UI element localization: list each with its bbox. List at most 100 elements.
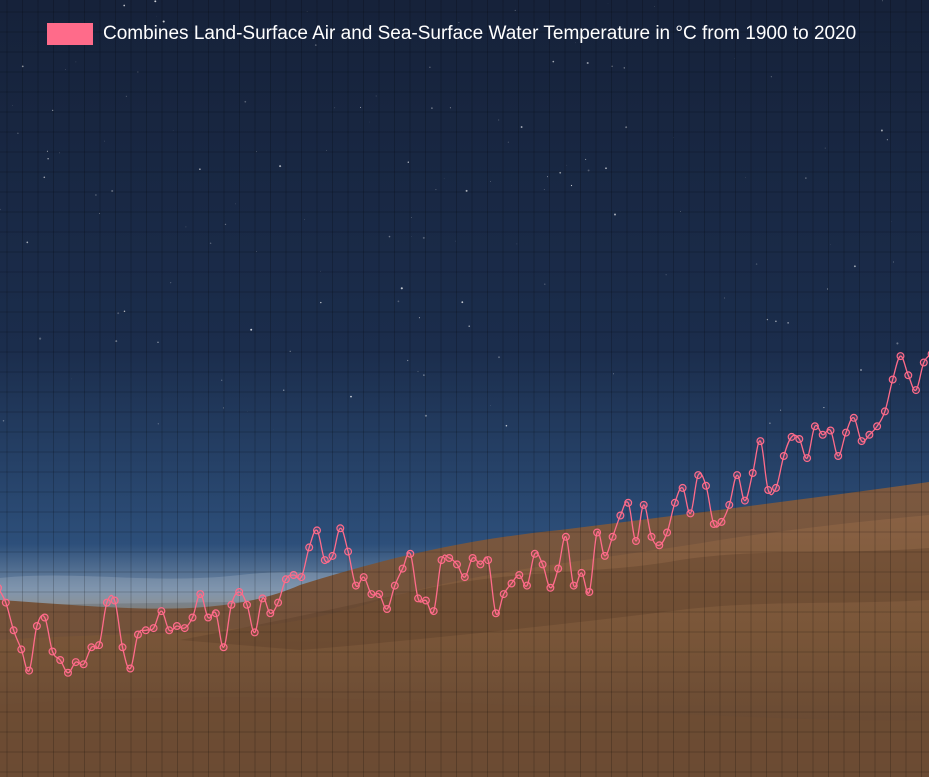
- data-point[interactable]: [172, 621, 181, 630]
- data-point[interactable]: [359, 573, 368, 582]
- data-point[interactable]: [313, 526, 322, 535]
- data-point[interactable]: [740, 496, 749, 505]
- data-point[interactable]: [102, 598, 111, 607]
- data-point[interactable]: [538, 560, 547, 569]
- data-point[interactable]: [118, 643, 127, 652]
- data-point[interactable]: [764, 486, 773, 495]
- data-point[interactable]: [491, 609, 500, 618]
- data-point[interactable]: [717, 517, 726, 526]
- data-point[interactable]: [771, 483, 780, 492]
- data-point[interactable]: [647, 532, 656, 541]
- data-point[interactable]: [421, 596, 430, 605]
- data-point[interactable]: [834, 452, 843, 461]
- data-point[interactable]: [803, 454, 812, 463]
- data-point[interactable]: [865, 430, 874, 439]
- data-point[interactable]: [460, 573, 469, 582]
- data-point[interactable]: [437, 556, 446, 565]
- data-point[interactable]: [134, 630, 143, 639]
- data-point[interactable]: [515, 570, 524, 579]
- data-point[interactable]: [406, 549, 415, 558]
- data-point[interactable]: [694, 471, 703, 480]
- data-point[interactable]: [219, 643, 228, 652]
- data-point[interactable]: [63, 668, 72, 677]
- data-point[interactable]: [328, 551, 337, 560]
- data-point[interactable]: [165, 626, 174, 635]
- data-point[interactable]: [390, 581, 399, 590]
- data-point[interactable]: [655, 541, 664, 550]
- data-point[interactable]: [211, 609, 220, 618]
- data-point[interactable]: [857, 437, 866, 446]
- data-point[interactable]: [888, 375, 897, 384]
- data-point[interactable]: [398, 564, 407, 573]
- data-point[interactable]: [546, 583, 555, 592]
- data-point[interactable]: [577, 568, 586, 577]
- data-point[interactable]: [873, 422, 882, 431]
- data-point[interactable]: [9, 626, 18, 635]
- data-point[interactable]: [911, 386, 920, 395]
- data-point[interactable]: [243, 600, 252, 609]
- data-point[interactable]: [25, 666, 34, 675]
- data-point[interactable]: [71, 658, 80, 667]
- data-point[interactable]: [320, 556, 329, 565]
- data-point[interactable]: [141, 626, 150, 635]
- data-point[interactable]: [670, 498, 679, 507]
- data-point[interactable]: [453, 560, 462, 569]
- data-point[interactable]: [709, 519, 718, 528]
- data-point[interactable]: [336, 524, 345, 533]
- data-point[interactable]: [56, 655, 65, 664]
- data-point[interactable]: [375, 590, 384, 599]
- data-point[interactable]: [507, 579, 516, 588]
- data-point[interactable]: [445, 553, 454, 562]
- data-point[interactable]: [281, 575, 290, 584]
- data-point[interactable]: [0, 584, 2, 592]
- data-point[interactable]: [32, 621, 41, 630]
- data-point[interactable]: [79, 660, 88, 669]
- data-point[interactable]: [297, 573, 306, 582]
- data-point[interactable]: [235, 587, 244, 596]
- data-point[interactable]: [795, 435, 804, 444]
- data-point[interactable]: [593, 528, 602, 537]
- data-point[interactable]: [227, 600, 236, 609]
- data-point[interactable]: [180, 624, 189, 633]
- data-point[interactable]: [779, 452, 788, 461]
- data-point[interactable]: [663, 528, 672, 537]
- data-point[interactable]: [841, 428, 850, 437]
- data-point[interactable]: [149, 624, 158, 633]
- data-point[interactable]: [639, 500, 648, 509]
- data-point[interactable]: [624, 498, 633, 507]
- data-point[interactable]: [204, 613, 213, 622]
- data-point[interactable]: [554, 564, 563, 573]
- data-point[interactable]: [95, 641, 104, 650]
- data-point[interactable]: [787, 432, 796, 441]
- data-point[interactable]: [522, 581, 531, 590]
- data-point[interactable]: [748, 469, 757, 478]
- data-point[interactable]: [126, 664, 135, 673]
- data-point[interactable]: [1, 598, 10, 607]
- data-point[interactable]: [266, 609, 275, 618]
- data-point[interactable]: [880, 407, 889, 416]
- data-point[interactable]: [919, 358, 928, 367]
- data-point[interactable]: [476, 560, 485, 569]
- data-point[interactable]: [188, 613, 197, 622]
- data-point[interactable]: [468, 553, 477, 562]
- data-point[interactable]: [733, 471, 742, 480]
- data-point[interactable]: [756, 437, 765, 446]
- data-point[interactable]: [826, 426, 835, 435]
- data-point[interactable]: [849, 413, 858, 422]
- data-point[interactable]: [904, 371, 913, 380]
- data-point[interactable]: [678, 483, 687, 492]
- data-point[interactable]: [530, 549, 539, 558]
- data-point[interactable]: [484, 556, 493, 565]
- data-point[interactable]: [258, 594, 267, 603]
- data-point[interactable]: [40, 613, 49, 622]
- data-point[interactable]: [250, 628, 259, 637]
- data-point[interactable]: [274, 598, 283, 607]
- data-point[interactable]: [157, 607, 166, 616]
- data-point[interactable]: [631, 536, 640, 545]
- data-point[interactable]: [414, 594, 423, 603]
- data-point[interactable]: [585, 587, 594, 596]
- data-point[interactable]: [569, 581, 578, 590]
- data-point[interactable]: [48, 647, 57, 656]
- data-point[interactable]: [87, 643, 96, 652]
- data-point[interactable]: [810, 422, 819, 431]
